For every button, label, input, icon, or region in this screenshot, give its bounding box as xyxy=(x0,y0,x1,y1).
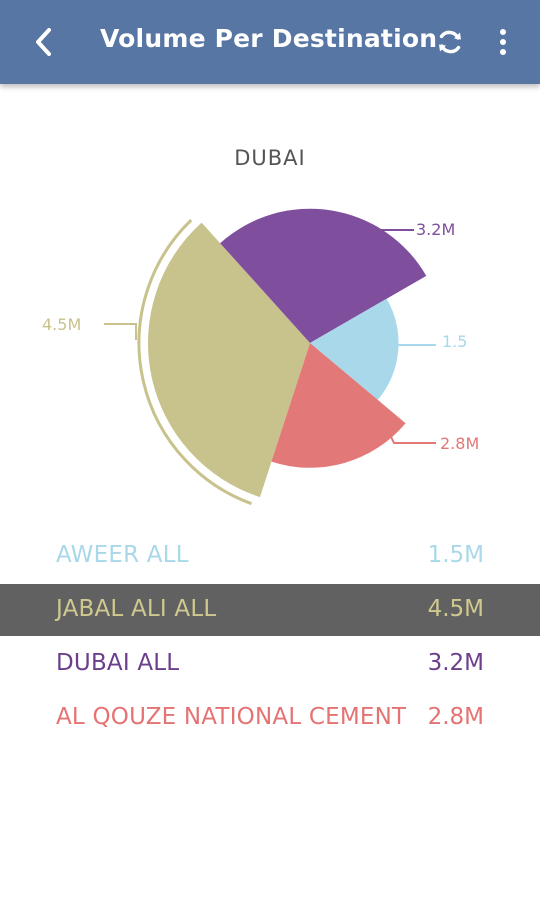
pie-slice-shape[interactable] xyxy=(310,298,399,400)
app-bar: Volume Per Destination xyxy=(0,0,540,84)
pie-slice-al-qouze-national-cement[interactable]: 2.8M xyxy=(271,343,479,468)
legend-name: AWEER ALL xyxy=(56,542,189,568)
back-button[interactable] xyxy=(24,22,64,62)
pie-slice-shape[interactable] xyxy=(147,222,310,498)
legend-row-aweer-all[interactable]: AWEER ALL 1.5M xyxy=(0,530,540,582)
legend-row-jabal-ali-all[interactable]: JABAL ALI ALL 4.5M xyxy=(0,584,540,636)
legend-row-al-qouze-national-cement[interactable]: AL QOUZE NATIONAL CEMENT 2.8M xyxy=(0,692,540,744)
slice-value-label: 4.5M xyxy=(42,315,81,334)
overflow-menu-button[interactable] xyxy=(488,24,518,60)
pie-slice-shape[interactable] xyxy=(271,343,406,468)
pie-slice-jabal-ali-all[interactable]: 4.5M xyxy=(42,218,310,506)
slice-value-label: 1.5 xyxy=(442,332,467,351)
more-vert-icon xyxy=(500,29,506,55)
legend-value: 2.8M xyxy=(427,704,484,730)
callout-line xyxy=(381,417,436,444)
slice-value-label: 3.2M xyxy=(416,220,455,239)
legend-row-dubai-all[interactable]: DUBAI ALL 3.2M xyxy=(0,638,540,690)
selection-arc xyxy=(137,218,253,506)
legend-name: JABAL ALI ALL xyxy=(56,596,217,622)
legend-value: 4.5M xyxy=(427,596,484,622)
rose-pie-chart[interactable]: 4.5M 3.2M 1.5 2.8M xyxy=(0,0,540,540)
pie-slice-aweer-all[interactable]: 1.5 xyxy=(310,298,467,400)
legend-name: DUBAI ALL xyxy=(56,650,180,676)
callout-line xyxy=(365,229,414,249)
legend-name: AL QOUZE NATIONAL CEMENT xyxy=(56,704,407,730)
pie-slice-dubai-all[interactable]: 3.2M xyxy=(220,208,455,343)
legend-value: 3.2M xyxy=(427,650,484,676)
slice-value-label: 2.8M xyxy=(440,434,479,453)
pie-slice-shape[interactable] xyxy=(220,208,427,343)
refresh-icon xyxy=(439,30,461,54)
refresh-button[interactable] xyxy=(432,24,468,60)
chart-title: DUBAI xyxy=(234,146,306,170)
legend-value: 1.5M xyxy=(427,542,484,568)
page-title: Volume Per Destination xyxy=(100,24,438,53)
back-arrow-icon xyxy=(36,28,51,56)
callout-line xyxy=(104,323,137,340)
